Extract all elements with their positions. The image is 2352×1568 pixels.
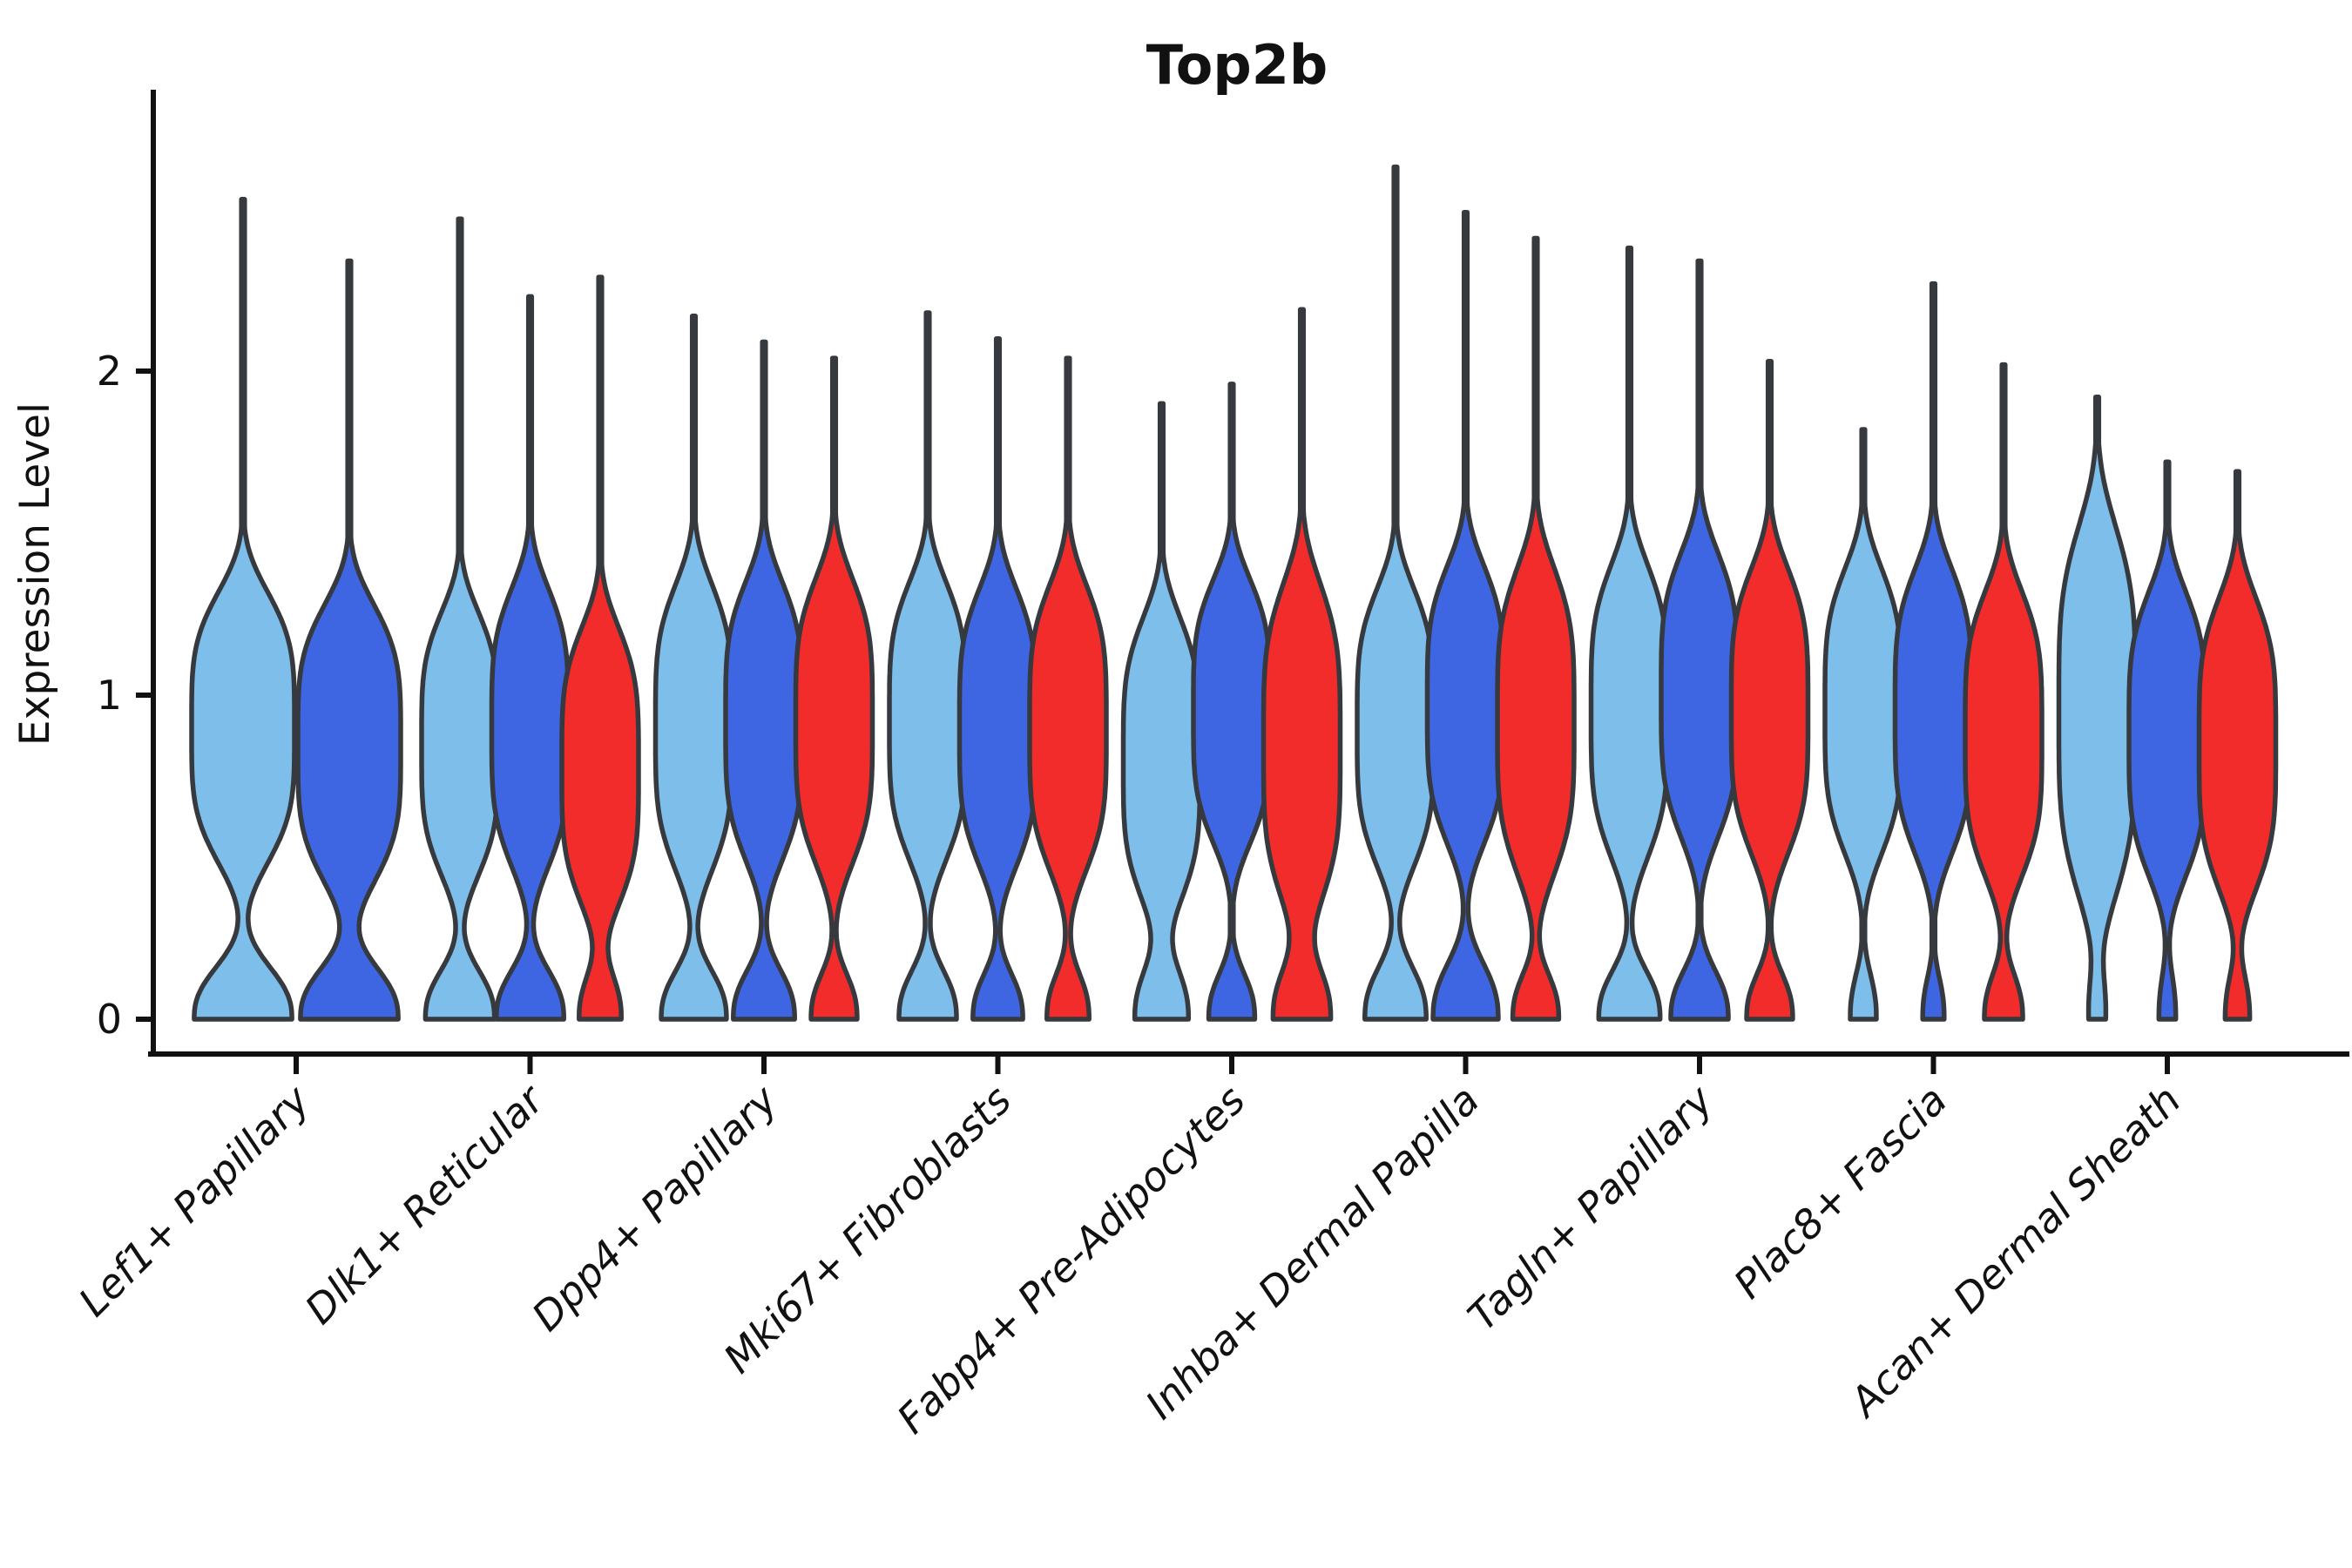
y-tick-label-0: 0 (97, 996, 122, 1043)
y-axis-ticks: 0 1 2 (97, 348, 153, 1043)
violin-tagln-papillary-royal-blue (1659, 258, 1740, 1022)
violin-dpp4-papillary-light-blue (652, 314, 735, 1022)
y-tick-label-1: 1 (97, 672, 122, 719)
violin-inhba-dermal-papilla-red (1495, 235, 1577, 1022)
x-tick-label-dpp4-papillary: Dpp4+ Papillary (523, 1076, 787, 1340)
violin-dpp4-papillary-red (793, 355, 875, 1022)
violin-fabp4-pre-adipocytes-red (1260, 307, 1343, 1022)
y-tick-label-2: 2 (97, 348, 122, 395)
violin-lef1-papillary-royal-blue (295, 258, 403, 1022)
violin-acan-dermal-sheath-light-blue (2056, 395, 2139, 1022)
violin-tagln-papillary-light-blue (1588, 245, 1671, 1022)
violins-layer (189, 164, 2279, 1022)
violin-mki67-fibroblasts-royal-blue (956, 336, 1039, 1022)
violin-dlk1-reticular-royal-blue (489, 294, 571, 1022)
violin-mki67-fibroblasts-light-blue (887, 310, 969, 1022)
violin-acan-dermal-sheath-royal-blue (2126, 459, 2208, 1022)
violin-plac8-fascia-red (1963, 362, 2044, 1022)
violin-lef1-papillary-light-blue (189, 197, 297, 1022)
violin-mki67-fibroblasts-red (1027, 355, 1109, 1022)
y-axis-label: Expression Level (11, 402, 59, 746)
x-tick-label-dlk1-reticular: Dlk1+ Reticular (296, 1074, 555, 1333)
violin-dpp4-papillary-royal-blue (723, 339, 805, 1022)
violin-plac8-fascia-royal-blue (1892, 280, 1975, 1022)
violin-inhba-dermal-papilla-light-blue (1355, 164, 1436, 1022)
violin-tagln-papillary-red (1728, 359, 1811, 1022)
chart-title: Top2b (1146, 33, 1328, 97)
violin-dlk1-reticular-red (559, 274, 641, 1022)
violin-dlk1-reticular-light-blue (419, 216, 501, 1022)
x-tick-label-plac8-fascia: Plac8+ Fascia (1725, 1077, 1956, 1308)
violin-acan-dermal-sheath-red (2196, 469, 2279, 1022)
violin-plac8-fascia-light-blue (1822, 427, 1904, 1022)
violin-inhba-dermal-papilla-royal-blue (1424, 209, 1507, 1022)
x-tick-label-tagln-papillary: Tagln+ Papillary (1458, 1076, 1722, 1340)
violin-fabp4-pre-adipocytes-light-blue (1120, 401, 1203, 1022)
violin-fabp4-pre-adipocytes-royal-blue (1191, 382, 1273, 1022)
x-tick-label-lef1-papillary: Lef1+ Papillary (70, 1076, 319, 1325)
